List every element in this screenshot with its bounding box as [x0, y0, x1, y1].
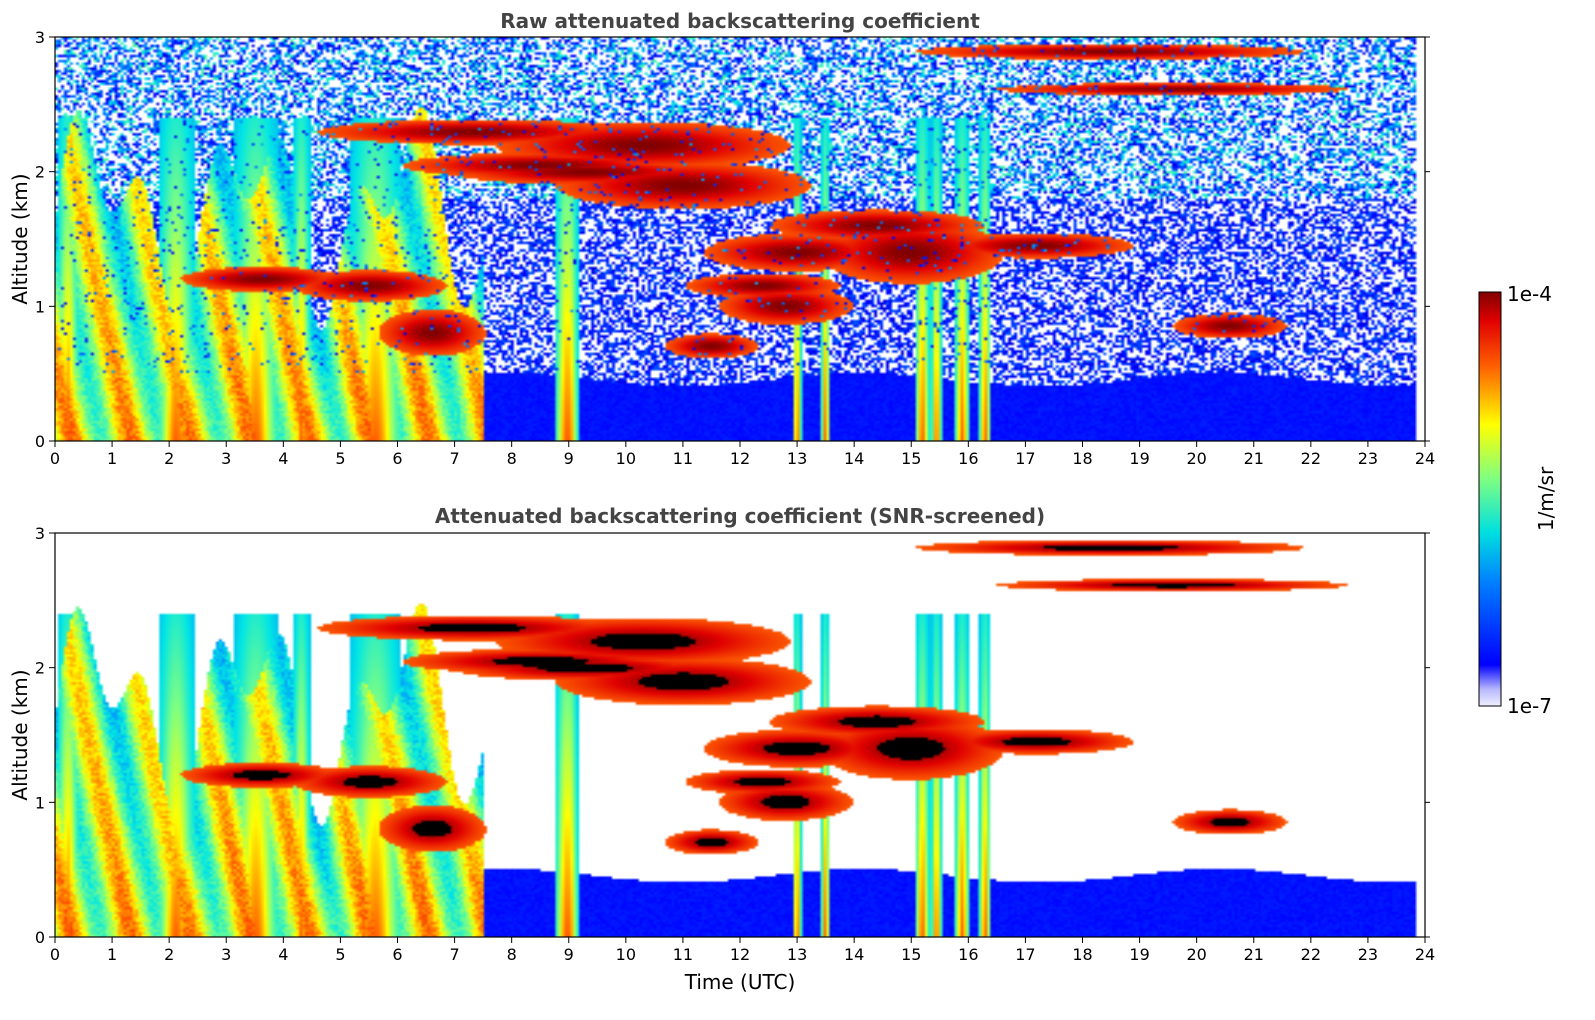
heatmap-image — [55, 37, 1425, 441]
colorbar-unit-label: 1/m/sr — [1534, 466, 1558, 531]
x-tick-label: 21 — [1244, 945, 1264, 964]
x-tick-label: 16 — [958, 945, 978, 964]
x-tick-label: 3 — [221, 945, 231, 964]
x-tick-label: 4 — [278, 945, 288, 964]
x-tick-label: 0 — [50, 945, 60, 964]
x-tick-label: 8 — [507, 945, 517, 964]
x-axis: 0 1 2 3 4 5 6 7 8 9 10 11 12 13 14 15 16 17 18 19 20 21 22 23 24 — [50, 937, 1435, 964]
y-tick-label: 2 — [35, 659, 45, 678]
x-tick-label: 11 — [673, 449, 693, 468]
x-tick-label: 24 — [1415, 945, 1435, 964]
x-tick-label: 23 — [1358, 945, 1378, 964]
x-tick-label: 20 — [1186, 945, 1206, 964]
x-tick-label: 16 — [958, 449, 978, 468]
x-tick-label: 17 — [1015, 449, 1035, 468]
y-tick-label: 2 — [35, 163, 45, 182]
x-tick-label: 0 — [50, 449, 60, 468]
panel-raw: Raw attenuated backscattering coefficien… — [8, 9, 1435, 468]
x-tick-label: 17 — [1015, 945, 1035, 964]
x-tick-label: 9 — [564, 449, 574, 468]
x-tick-label: 13 — [787, 449, 807, 468]
chart-title: Raw attenuated backscattering coefficien… — [500, 9, 980, 33]
y-axis: 0 1 2 3 — [35, 28, 1430, 451]
x-tick-label: 5 — [335, 449, 345, 468]
x-tick-label: 22 — [1301, 449, 1321, 468]
x-tick-label: 13 — [787, 945, 807, 964]
x-axis: 0 1 2 3 4 5 6 7 8 9 10 11 12 13 14 15 16 17 18 19 20 21 22 23 24 — [50, 441, 1435, 468]
x-tick-label: 14 — [844, 449, 864, 468]
x-tick-label: 9 — [564, 945, 574, 964]
x-tick-label: 21 — [1244, 449, 1264, 468]
x-tick-label: 2 — [164, 945, 174, 964]
x-tick-label: 8 — [507, 449, 517, 468]
x-tick-label: 10 — [616, 945, 636, 964]
x-tick-label: 14 — [844, 945, 864, 964]
y-tick-label: 3 — [35, 524, 45, 543]
x-tick-label: 15 — [901, 449, 921, 468]
colorbar: 1e-4 1e-7 1/m/sr — [1478, 282, 1558, 718]
y-tick-label: 0 — [35, 928, 45, 947]
x-tick-label: 7 — [449, 449, 459, 468]
chart-title: Attenuated backscattering coefficient (S… — [435, 504, 1045, 528]
panel-screened: Attenuated backscattering coefficient (S… — [8, 504, 1435, 994]
x-tick-label: 3 — [221, 449, 231, 468]
x-tick-label: 11 — [673, 945, 693, 964]
x-tick-label: 15 — [901, 945, 921, 964]
colorbar-gradient — [1478, 291, 1502, 707]
y-axis-label: Altitude (km) — [8, 669, 32, 800]
x-tick-label: 12 — [730, 449, 750, 468]
x-tick-label: 1 — [107, 945, 117, 964]
x-tick-label: 2 — [164, 449, 174, 468]
x-tick-label: 24 — [1415, 449, 1435, 468]
colorbar-min-label: 1e-7 — [1507, 694, 1552, 718]
x-tick-label: 19 — [1129, 945, 1149, 964]
x-axis-label: Time (UTC) — [684, 970, 796, 994]
x-tick-label: 19 — [1129, 449, 1149, 468]
x-tick-label: 18 — [1072, 449, 1092, 468]
x-tick-label: 22 — [1301, 945, 1321, 964]
y-tick-label: 0 — [35, 432, 45, 451]
x-tick-label: 6 — [392, 449, 402, 468]
x-tick-label: 7 — [449, 945, 459, 964]
x-tick-label: 1 — [107, 449, 117, 468]
colorbar-max-label: 1e-4 — [1507, 282, 1552, 306]
x-tick-label: 5 — [335, 945, 345, 964]
y-axis-label: Altitude (km) — [8, 173, 32, 304]
x-tick-label: 4 — [278, 449, 288, 468]
x-tick-label: 10 — [616, 449, 636, 468]
x-tick-label: 6 — [392, 945, 402, 964]
x-tick-label: 18 — [1072, 945, 1092, 964]
y-tick-label: 3 — [35, 28, 45, 47]
x-tick-label: 23 — [1358, 449, 1378, 468]
y-axis: 0 1 2 3 — [35, 524, 1430, 947]
y-tick-label: 1 — [35, 297, 45, 316]
x-tick-label: 20 — [1186, 449, 1206, 468]
y-tick-label: 1 — [35, 793, 45, 812]
x-tick-label: 12 — [730, 945, 750, 964]
heatmap-image — [55, 533, 1425, 937]
